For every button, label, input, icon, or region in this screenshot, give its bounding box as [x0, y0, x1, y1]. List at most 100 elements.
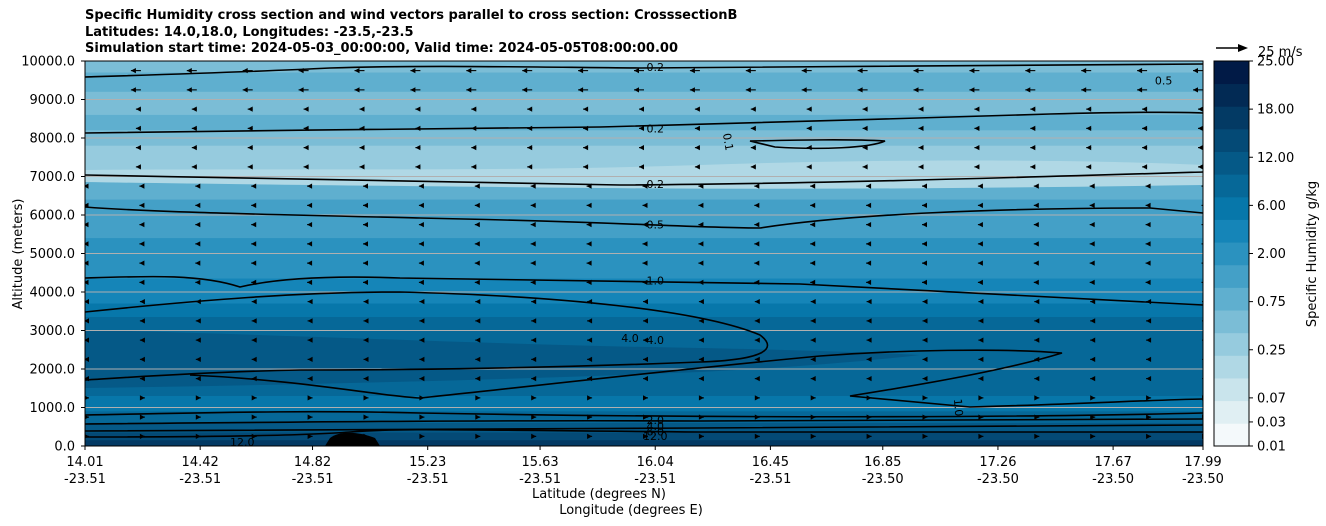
wind-vector-head — [307, 433, 313, 439]
wind-vector-head — [531, 318, 537, 324]
wind-vector-head — [698, 183, 704, 189]
wind-vector-head — [191, 125, 197, 131]
wind-vector-head — [139, 356, 145, 362]
wind-vector-head — [754, 279, 760, 285]
wind-vector-head — [1090, 318, 1096, 324]
wind-vector-head — [810, 202, 816, 208]
wind-vector-head — [247, 164, 253, 170]
wind-vector-head — [531, 299, 537, 305]
wind-vector-head — [586, 202, 592, 208]
humidity-band — [85, 72, 1203, 93]
colorbar-tick-label: 0.25 — [1257, 343, 1286, 358]
wind-vector-head — [522, 87, 528, 93]
colorbar-segment — [1214, 355, 1249, 379]
wind-vector-head — [195, 337, 201, 343]
wind-vector-head — [531, 433, 537, 439]
wind-vector-head — [587, 433, 593, 439]
wind-vector-head — [85, 318, 89, 324]
colorbar-segment — [1214, 61, 1249, 85]
colorbar-tick-label: 12.00 — [1257, 151, 1294, 166]
wind-vector-head — [806, 164, 812, 170]
y-axis-label: Altitude (meters) — [11, 199, 26, 310]
contour-lines — [85, 63, 1203, 438]
wind-vector-head — [689, 87, 695, 93]
colorbar-segment — [1214, 174, 1249, 198]
wind-vector-head — [475, 376, 481, 382]
wind-vector-head — [418, 222, 424, 228]
wind-vector-head — [1146, 318, 1152, 324]
x-tick-label-lon: -23.51 — [179, 472, 221, 487]
wind-vector-head — [866, 414, 872, 420]
wind-vector-head — [415, 164, 421, 170]
wind-vector-head — [698, 318, 704, 324]
wind-vector-head — [419, 337, 425, 343]
wind-vector-head — [1025, 68, 1031, 74]
contour-label: 0.2 — [646, 178, 664, 191]
wind-vector-head — [639, 125, 644, 131]
wind-vector-head — [866, 279, 872, 285]
wind-vector-head — [745, 68, 751, 74]
wind-vector-head — [195, 279, 201, 285]
wind-vector-head — [801, 68, 807, 74]
wind-vector-head — [1033, 183, 1039, 189]
x-tick-label-lat: 16.85 — [864, 455, 901, 470]
wind-vector-head — [363, 202, 368, 208]
wind-vector-head — [475, 299, 481, 305]
wind-vector-head — [643, 356, 648, 362]
contour-line — [189, 349, 1203, 408]
wind-vector-head — [754, 241, 760, 247]
wind-vector-head — [85, 337, 89, 343]
wind-vector-head — [643, 337, 648, 343]
wind-vector-head — [307, 356, 313, 362]
colorbar-tick-label: 0.01 — [1257, 440, 1286, 455]
wind-vector-head — [1033, 241, 1039, 247]
wind-vector-head — [251, 414, 257, 420]
wind-vector-head — [754, 433, 760, 439]
wind-vector-head — [1089, 260, 1095, 266]
wind-vector-head — [85, 260, 89, 266]
wind-vector-head — [642, 222, 648, 228]
colorbar-segment — [1214, 332, 1249, 356]
wind-vector-head — [80, 145, 85, 150]
wind-vector-head — [754, 318, 760, 324]
wind-vector-head — [698, 279, 704, 285]
wind-vector-head — [918, 145, 924, 151]
wind-vector-head — [922, 356, 928, 362]
wind-vector-head — [918, 106, 924, 112]
contour-label: 2.0 — [646, 414, 664, 427]
wind-vector-head — [974, 164, 980, 170]
x-tick-label-lat: 17.67 — [1095, 455, 1132, 470]
colorbar-segment — [1214, 242, 1249, 266]
wind-vector-head — [419, 395, 425, 401]
wind-vector-head — [810, 395, 816, 401]
contour-label: 0.5 — [1155, 74, 1173, 87]
wind-vector-head — [1030, 125, 1036, 131]
y-axis: 0.0 1000.0 2000.0 3000.0 4000.0 5000.0 6000.0 7… — [21, 55, 85, 455]
wind-vector-head — [1145, 202, 1151, 208]
wind-vector-head — [359, 164, 365, 170]
wind-vector-head — [85, 279, 89, 285]
wind-vector-head — [978, 337, 984, 343]
wind-vector-head — [1034, 376, 1040, 382]
wind-vector-head — [80, 126, 85, 131]
wind-vector-head — [195, 414, 201, 420]
wind-vector-head — [578, 87, 584, 93]
wind-vector-head — [978, 376, 984, 382]
colorbar-segment — [1214, 151, 1249, 175]
wind-vector-head — [475, 337, 481, 343]
wind-vector-head — [810, 241, 816, 247]
wind-vector-head — [410, 68, 416, 74]
wind-vector-head — [471, 145, 477, 151]
wind-vector-head — [195, 183, 201, 189]
x-tick-label-lon: -23.51 — [407, 472, 449, 487]
wind-vector-head — [186, 87, 192, 93]
wind-vector-head — [1137, 68, 1143, 74]
wind-vector-head — [195, 241, 201, 247]
wind-vector-head — [1033, 260, 1039, 266]
wind-vector-head — [1193, 87, 1198, 93]
wind-vector-head — [354, 87, 360, 93]
wind-vector-head — [583, 106, 589, 112]
wind-vector-head — [1090, 433, 1096, 439]
wind-vector-head — [1086, 145, 1092, 151]
wind-vector-head — [810, 318, 816, 324]
